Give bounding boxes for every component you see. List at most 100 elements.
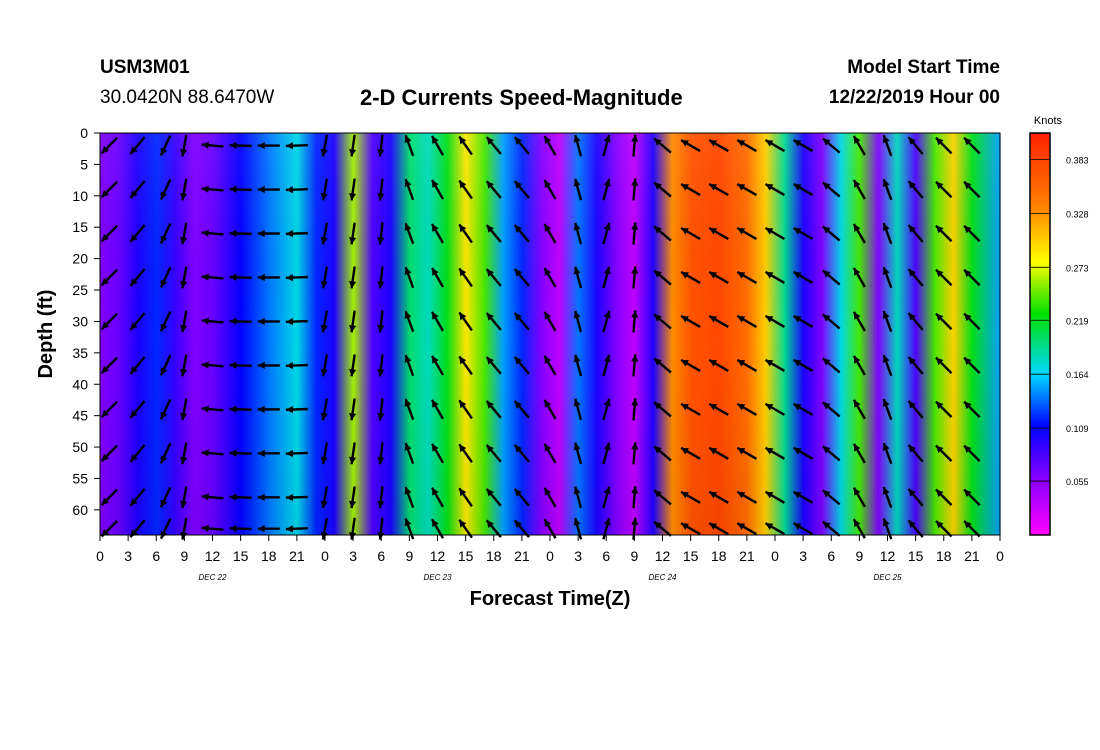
- current-vector-head: [709, 315, 718, 323]
- current-vector-head: [935, 137, 944, 146]
- current-vector-head: [486, 137, 494, 145]
- current-vector-head: [964, 445, 972, 454]
- model-start-label: Model Start Time: [847, 57, 1000, 78]
- current-vector-head: [654, 490, 662, 498]
- current-vector-head: [377, 193, 385, 201]
- current-vector-head: [514, 269, 523, 277]
- current-vector-head: [793, 271, 802, 279]
- current-vector-head: [160, 455, 168, 464]
- y-tick-label: 35: [72, 345, 88, 361]
- current-vector-head: [793, 491, 802, 499]
- current-vector-head: [432, 180, 439, 188]
- current-vector-head: [822, 226, 831, 234]
- current-vector-head: [404, 267, 412, 275]
- current-vector-head: [160, 279, 168, 288]
- current-vector-head: [709, 271, 718, 279]
- current-vector-head: [320, 412, 328, 421]
- current-vector-head: [573, 442, 581, 451]
- current-vector-head: [573, 518, 581, 526]
- current-vector-head: [404, 179, 412, 188]
- current-vector-head: [404, 355, 412, 363]
- colorbar-tick-label: 0.328: [1066, 209, 1089, 219]
- current-vector-head: [320, 500, 328, 509]
- current-vector-head: [160, 499, 168, 508]
- current-vector-head: [377, 325, 385, 333]
- current-vector-head: [822, 270, 831, 278]
- current-vector-head: [257, 405, 265, 413]
- current-vector-head: [229, 185, 237, 193]
- current-vector-head: [793, 184, 802, 191]
- current-vector-head: [737, 523, 746, 530]
- current-vector-head: [908, 488, 916, 497]
- current-vector-head: [377, 456, 385, 465]
- current-vector-head: [908, 400, 916, 409]
- current-vector-head: [793, 523, 802, 530]
- current-vector-head: [573, 486, 581, 495]
- current-vector-head: [737, 491, 746, 499]
- station-id: USM3M01: [100, 57, 190, 78]
- x-tick-label: 9: [405, 548, 413, 564]
- current-vector-head: [853, 136, 861, 144]
- x-tick-label: 0: [546, 548, 554, 564]
- current-vector-head: [631, 222, 639, 230]
- current-vector-head: [681, 228, 689, 235]
- current-vector-head: [101, 321, 110, 330]
- current-vector-head: [908, 520, 916, 528]
- current-vector-head: [404, 223, 412, 231]
- date-label: DEC 25: [873, 573, 902, 582]
- current-vector-head: [320, 236, 328, 245]
- current-vector-head: [377, 149, 385, 157]
- current-vector-head: [404, 443, 412, 451]
- current-vector-head: [486, 356, 494, 365]
- current-vector-head: [709, 140, 718, 147]
- current-vector-head: [853, 223, 861, 232]
- current-vector-head: [654, 270, 662, 278]
- current-vector-head: [101, 189, 110, 198]
- current-vector-head: [130, 454, 138, 462]
- current-vector-head: [459, 444, 467, 453]
- current-vector-head: [180, 456, 188, 465]
- current-vector-head: [229, 361, 237, 369]
- current-vector-head: [201, 405, 209, 413]
- current-vector-head: [130, 234, 138, 242]
- current-vector-head: [349, 149, 357, 157]
- current-vector-head: [486, 520, 494, 528]
- current-vector-head: [765, 491, 774, 499]
- colorbar-gradient: [1029, 132, 1051, 536]
- x-tick-label: 21: [739, 548, 755, 564]
- current-vector-head: [822, 490, 831, 498]
- current-vector-head: [201, 229, 209, 237]
- current-vector-head: [486, 488, 494, 497]
- current-vector-head: [349, 236, 357, 245]
- x-tick-label: 18: [711, 548, 727, 564]
- x-tick-label: 0: [321, 548, 329, 564]
- y-tick-label: 45: [72, 408, 88, 424]
- current-vector-head: [822, 521, 831, 529]
- current-vector-head: [603, 266, 611, 275]
- current-vector-head: [882, 135, 890, 144]
- current-vector-head: [180, 324, 188, 333]
- y-axis-label: Depth (ft): [35, 290, 57, 379]
- current-vector-head: [229, 405, 237, 413]
- current-vector-head: [229, 493, 237, 501]
- current-vector-head: [486, 400, 494, 409]
- current-vector-head: [964, 313, 972, 322]
- current-vector-head: [201, 524, 209, 532]
- current-vector-head: [160, 411, 168, 420]
- current-vector-head: [681, 491, 689, 499]
- current-vector-head: [765, 140, 774, 147]
- current-vector-head: [853, 267, 861, 276]
- current-vector-head: [544, 355, 552, 364]
- current-vector-head: [320, 148, 328, 157]
- current-vector-head: [229, 229, 237, 237]
- current-vector-head: [229, 317, 237, 325]
- current-vector-head: [603, 518, 611, 526]
- current-vector-head: [349, 324, 357, 333]
- current-vector-head: [459, 519, 467, 528]
- current-vector-head: [654, 402, 662, 410]
- current-vector-head: [681, 315, 689, 323]
- current-vector-head: [544, 311, 552, 320]
- date-label: DEC 23: [423, 573, 452, 582]
- current-vector-head: [486, 225, 494, 233]
- current-vector-head: [432, 399, 439, 408]
